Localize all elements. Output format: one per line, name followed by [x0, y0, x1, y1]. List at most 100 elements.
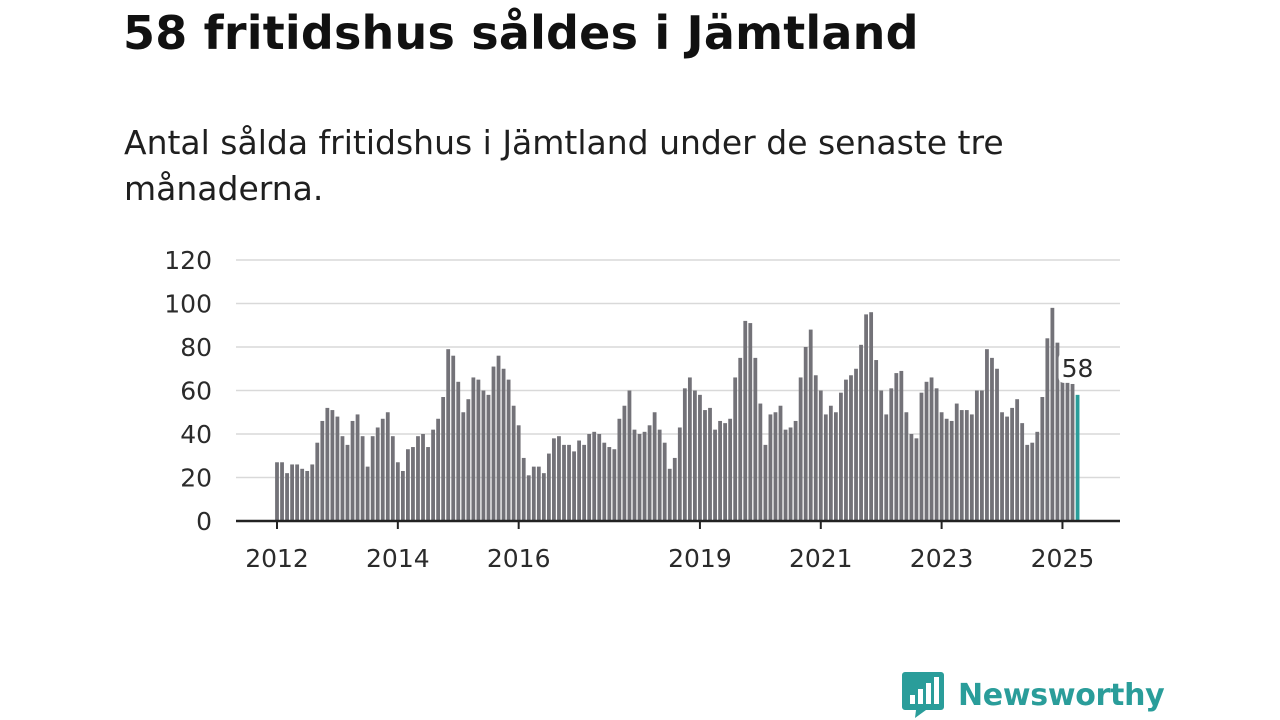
bar	[954, 403, 959, 521]
bar	[567, 444, 571, 522]
bar	[612, 449, 617, 521]
bar	[748, 323, 753, 521]
bar	[436, 418, 441, 521]
bar	[330, 410, 335, 521]
bar	[708, 407, 712, 521]
bar	[833, 412, 838, 521]
bar	[773, 412, 778, 521]
bar	[577, 440, 581, 521]
bar	[980, 390, 984, 521]
bar	[587, 434, 592, 521]
bar	[557, 436, 561, 521]
bar	[345, 444, 350, 522]
bar	[813, 375, 818, 521]
bar	[441, 397, 446, 521]
y-axis-tick-labels: 0 20 40 60 80 100 120	[164, 246, 212, 536]
bar	[904, 412, 909, 521]
bar	[884, 414, 889, 521]
bar	[889, 388, 894, 521]
bar	[476, 379, 481, 522]
bar	[1020, 423, 1025, 522]
bar	[597, 434, 602, 521]
x-tick-label: 2019	[668, 544, 732, 573]
brand-name: Newsworthy	[958, 677, 1165, 713]
bar	[546, 453, 551, 521]
bar	[798, 377, 803, 521]
bar	[1050, 307, 1055, 521]
y-tick-label: 0	[196, 507, 212, 536]
bar	[808, 329, 813, 521]
bar	[1030, 442, 1035, 521]
y-tick-label: 100	[164, 290, 212, 319]
bar	[355, 414, 360, 521]
bar	[803, 347, 808, 521]
bar	[1000, 412, 1004, 521]
bar	[652, 412, 657, 521]
bar	[466, 399, 471, 521]
bar	[818, 390, 823, 521]
bar	[1010, 407, 1015, 521]
bar	[859, 344, 863, 521]
bar	[395, 462, 400, 521]
bar	[763, 444, 768, 522]
bar	[456, 381, 461, 521]
bar	[657, 429, 662, 521]
bar	[582, 444, 587, 522]
bar	[778, 405, 783, 521]
bar	[380, 418, 385, 521]
bar	[758, 403, 763, 521]
bar	[914, 438, 919, 521]
bar	[854, 368, 858, 521]
bar	[894, 373, 899, 521]
bar	[944, 418, 949, 521]
x-tick-label: 2023	[910, 544, 974, 573]
bar	[521, 457, 526, 521]
bar	[985, 349, 989, 521]
bar	[501, 368, 506, 521]
bar	[1070, 383, 1075, 521]
bar	[934, 388, 939, 521]
bar	[471, 377, 476, 521]
bar	[431, 429, 435, 521]
chart-subtitle: Antal sålda fritidshus i Jämtland under …	[124, 123, 1004, 208]
bar	[783, 429, 788, 521]
bar	[839, 392, 843, 521]
x-tick-label: 2021	[789, 544, 853, 573]
bar	[390, 436, 395, 521]
x-tick-label: 2012	[245, 544, 309, 573]
bars	[275, 307, 1080, 522]
bar	[637, 434, 642, 521]
bar	[869, 312, 874, 521]
bar	[536, 466, 541, 522]
highlight-label-bg	[1058, 352, 1097, 383]
bar	[1055, 342, 1060, 521]
bar	[642, 431, 647, 521]
bar	[939, 412, 944, 521]
bar	[687, 377, 692, 521]
highlight-value-label: 58	[1062, 354, 1094, 383]
bar	[1035, 431, 1040, 521]
bar	[713, 429, 717, 521]
bar	[592, 431, 597, 521]
bar	[290, 464, 295, 521]
bar	[949, 420, 954, 521]
bar	[667, 468, 672, 521]
x-tick-label: 2016	[487, 544, 551, 573]
bar	[1060, 368, 1065, 521]
bar	[552, 438, 556, 521]
bar	[491, 366, 496, 521]
bar	[1005, 416, 1009, 521]
highlight-annotation: 58	[1058, 352, 1097, 383]
bar	[793, 420, 798, 521]
bar	[703, 410, 707, 521]
bar	[959, 410, 964, 521]
bar	[823, 414, 828, 521]
bar	[340, 436, 345, 521]
bar	[531, 466, 536, 522]
bar	[662, 442, 667, 521]
bar	[325, 407, 330, 521]
y-tick-label: 60	[180, 377, 212, 406]
bar	[753, 357, 758, 522]
bar	[421, 434, 425, 521]
bar	[728, 418, 733, 521]
